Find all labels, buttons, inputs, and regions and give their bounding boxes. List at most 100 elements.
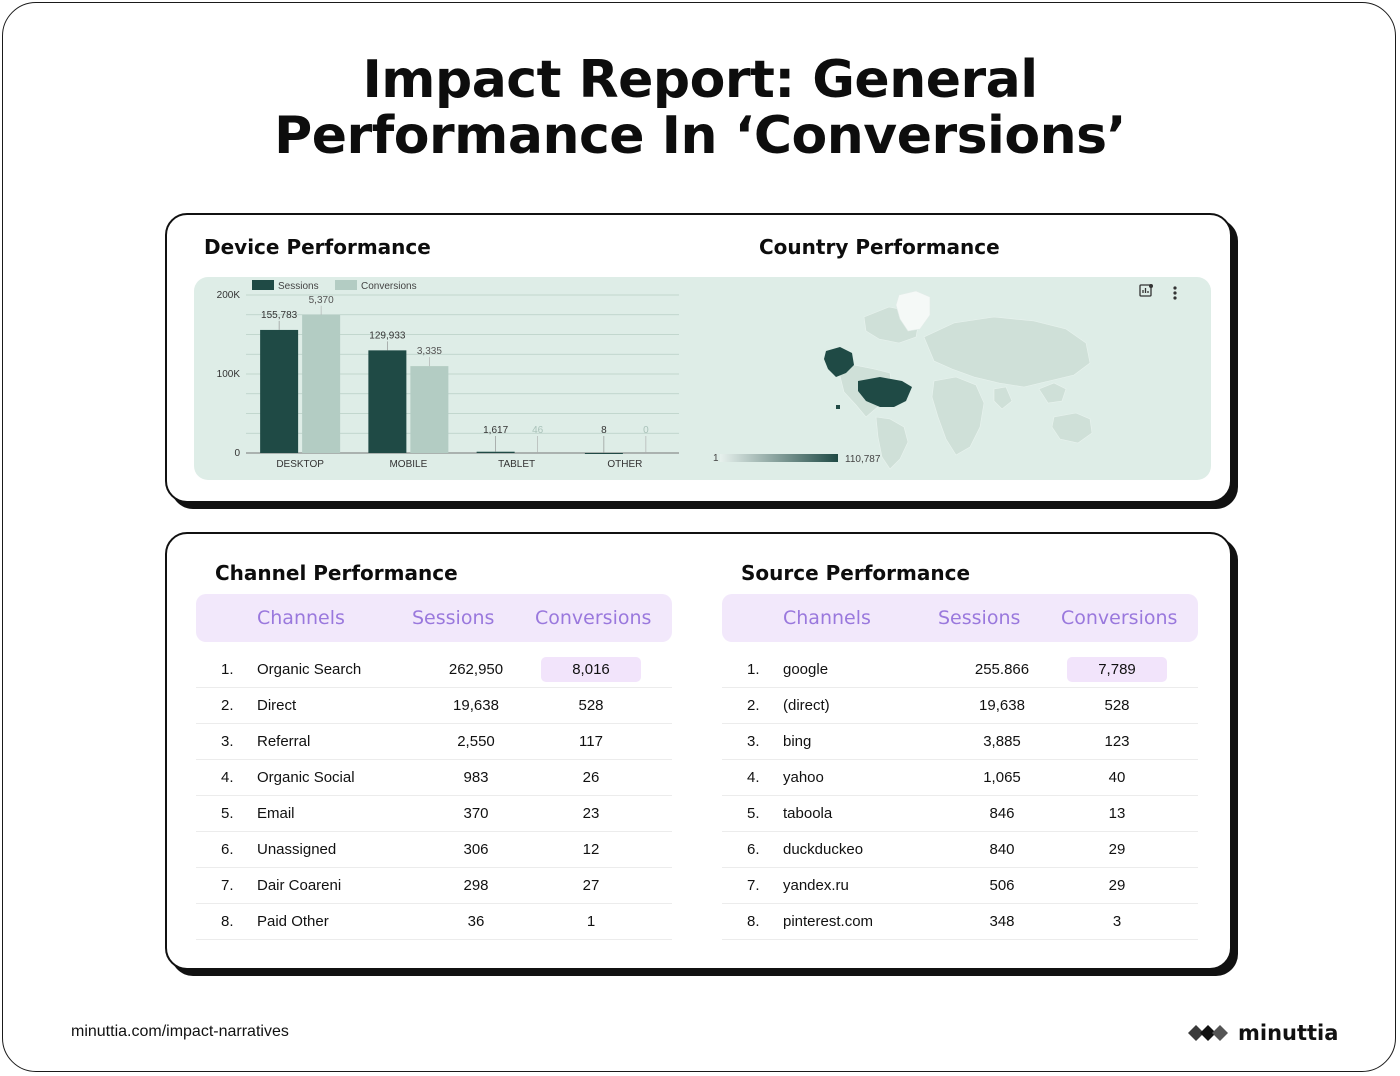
row-conversions: 27 <box>582 877 600 894</box>
row-sessions: 840 <box>989 841 1015 858</box>
table-row: 6. duckduckeo 840 29 <box>722 832 1198 868</box>
table-row: 4. yahoo 1,065 40 <box>722 760 1198 796</box>
table-row: 2. Direct 19,638 528 <box>196 688 672 724</box>
x-tick-label: TABLET <box>498 459 535 470</box>
source-rows: 1. google 255.866 7,789 2. (direct) 19,638 528 3… <box>722 652 1198 940</box>
channel-rows: 1. Organic Search 262,950 8,016 2. Direct 19,6… <box>196 652 672 940</box>
channel-table-header: Channels Sessions Conversions <box>196 594 672 642</box>
table-row: 4. Organic Social 983 26 <box>196 760 672 796</box>
row-conversions: 528 <box>578 697 604 714</box>
y-tick-label: 100K <box>217 369 241 380</box>
row-name: Organic Search <box>257 661 362 678</box>
header-conversions: Conversions <box>535 607 652 629</box>
row-sessions: 506 <box>989 877 1015 894</box>
table-row: 5. taboola 846 13 <box>722 796 1198 832</box>
device-performance-title: Device Performance <box>204 235 431 259</box>
row-name: taboola <box>783 805 833 822</box>
source-table: Channels Sessions Conversions 1. google 25… <box>722 594 1198 940</box>
source-performance-title: Source Performance <box>741 561 971 585</box>
table-row: 8. Paid Other 36 1 <box>196 904 672 940</box>
bar-conversions <box>302 314 341 453</box>
row-name: Referral <box>257 733 311 750</box>
table-row: 3. bing 3,885 123 <box>722 724 1198 760</box>
bar-sessions <box>260 329 299 453</box>
device-bar-chart: 200K 100K 0 Sessions Conversions 155,783 5,370… <box>217 280 679 470</box>
data-label-sessions: 129,933 <box>369 330 406 341</box>
header-conversions: Conversions <box>1061 607 1178 629</box>
row-name: Direct <box>257 697 297 714</box>
data-label-conversions: 46 <box>532 425 544 436</box>
header-channels: Channels <box>257 607 345 629</box>
data-label-sessions: 1,617 <box>483 425 508 436</box>
source-table-header: Channels Sessions Conversions <box>722 594 1198 642</box>
greenland-shape <box>895 290 931 332</box>
row-conversions: 117 <box>579 733 603 750</box>
chart-panel: 200K 100K 0 Sessions Conversions 155,783 5,370… <box>194 277 1211 480</box>
row-sessions: 306 <box>463 841 489 858</box>
x-tick-label: OTHER <box>607 459 642 470</box>
row-name: Organic Social <box>257 769 355 786</box>
row-number: 8. <box>747 913 760 930</box>
row-name: pinterest.com <box>783 913 874 930</box>
table-row: 1. google 255.866 7,789 <box>722 652 1198 688</box>
row-number: 1. <box>747 661 760 678</box>
channel-performance-title: Channel Performance <box>215 561 458 585</box>
row-number: 4. <box>221 769 234 786</box>
data-label-conversions: 0 <box>643 425 649 436</box>
country-map: 1 110,787 <box>713 284 1177 470</box>
row-number: 3. <box>221 733 234 750</box>
row-conversions: 1 <box>586 913 596 930</box>
row-name: bing <box>783 733 812 750</box>
row-name: yahoo <box>783 769 824 786</box>
logo-text: minuttia <box>1238 1021 1339 1045</box>
row-name: Dair Coareni <box>257 877 342 894</box>
row-name: (direct) <box>783 697 830 714</box>
row-sessions: 1,065 <box>983 769 1021 786</box>
legend-swatch-sessions <box>252 280 274 290</box>
footer-url[interactable]: minuttia.com/impact-narratives <box>71 1023 289 1040</box>
row-number: 6. <box>747 841 760 858</box>
header-sessions: Sessions <box>412 607 495 629</box>
y-tick-label: 200K <box>217 290 241 301</box>
row-number: 7. <box>221 877 234 894</box>
row-number: 5. <box>221 805 234 822</box>
row-conversions: 7,789 <box>1067 657 1167 682</box>
row-sessions: 983 <box>463 769 489 786</box>
y-tick-label: 0 <box>234 448 240 459</box>
country-performance-title: Country Performance <box>759 235 1000 259</box>
row-sessions: 19,638 <box>979 697 1025 714</box>
row-conversions: 528 <box>1104 697 1130 714</box>
row-conversions: 8,016 <box>541 657 641 682</box>
row-sessions: 370 <box>463 805 489 822</box>
row-number: 2. <box>747 697 760 714</box>
map-legend-max: 110,787 <box>845 454 881 465</box>
row-sessions: 298 <box>463 877 489 894</box>
row-sessions: 255.866 <box>974 661 1030 678</box>
row-sessions: 2,550 <box>457 733 495 750</box>
usa-shape <box>858 377 912 407</box>
table-row: 8. pinterest.com 348 3 <box>722 904 1198 940</box>
row-number: 2. <box>221 697 234 714</box>
x-tick-label: MOBILE <box>389 459 427 470</box>
row-conversions: 3 <box>1112 913 1122 930</box>
chart-explore-icon[interactable] <box>1139 284 1153 297</box>
more-options-icon[interactable] <box>1173 286 1177 300</box>
row-conversions: 12 <box>582 841 600 858</box>
map-legend-min: 1 <box>713 453 719 464</box>
channel-table: Channels Sessions Conversions 1. Organic … <box>196 594 672 940</box>
row-conversions: 29 <box>1108 877 1126 894</box>
bar-sessions <box>584 452 623 454</box>
row-name: yandex.ru <box>783 877 849 894</box>
table-row: 3. Referral 2,550 117 <box>196 724 672 760</box>
bar-sessions <box>476 451 515 453</box>
device-country-card: Device Performance Country Performance 2… <box>165 213 1232 503</box>
table-row: 7. yandex.ru 506 29 <box>722 868 1198 904</box>
row-sessions: 3,885 <box>983 733 1021 750</box>
row-conversions: 40 <box>1108 769 1126 786</box>
hawaii-shape <box>836 405 840 409</box>
data-label-sessions: 8 <box>601 425 607 436</box>
bar-conversions <box>410 366 449 453</box>
row-name: Unassigned <box>257 841 337 858</box>
row-name: duckduckeo <box>783 841 864 858</box>
legend-swatch-conversions <box>335 280 357 290</box>
